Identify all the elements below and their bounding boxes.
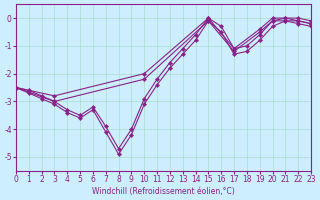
X-axis label: Windchill (Refroidissement éolien,°C): Windchill (Refroidissement éolien,°C) (92, 187, 235, 196)
